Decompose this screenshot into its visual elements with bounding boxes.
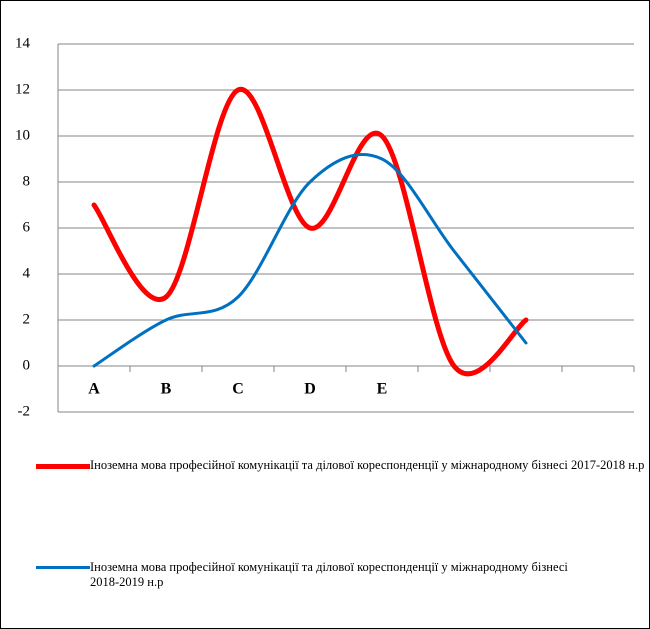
y-tick-label: 0	[23, 357, 31, 373]
y-tick-label: 14	[15, 35, 31, 51]
y-tick-label: 6	[23, 219, 31, 235]
legend-item: Іноземна мова професійної комунікації та…	[36, 560, 646, 590]
y-tick-label: 12	[15, 81, 30, 97]
y-tick-label: 2	[23, 311, 31, 327]
legend-label: Іноземна мова професійної комунікації та…	[90, 560, 568, 589]
x-tick-label: E	[377, 381, 388, 398]
x-tick-label: A	[88, 381, 100, 398]
series-line	[91, 87, 529, 377]
legend-item: Іноземна мова професійної комунікації та…	[36, 458, 646, 473]
x-tick-label: B	[161, 381, 172, 398]
legend-swatch	[36, 464, 90, 469]
series-line	[92, 153, 528, 368]
x-tick-label: C	[232, 381, 244, 398]
x-tick-label: D	[304, 381, 316, 398]
legend-label: Іноземна мова професійної комунікації та…	[90, 458, 645, 472]
legend-swatch	[36, 566, 90, 569]
y-tick-label: 10	[15, 127, 30, 143]
y-tick-label: 8	[23, 173, 31, 189]
y-tick-label: -2	[18, 403, 31, 419]
y-tick-label: 4	[23, 265, 31, 281]
